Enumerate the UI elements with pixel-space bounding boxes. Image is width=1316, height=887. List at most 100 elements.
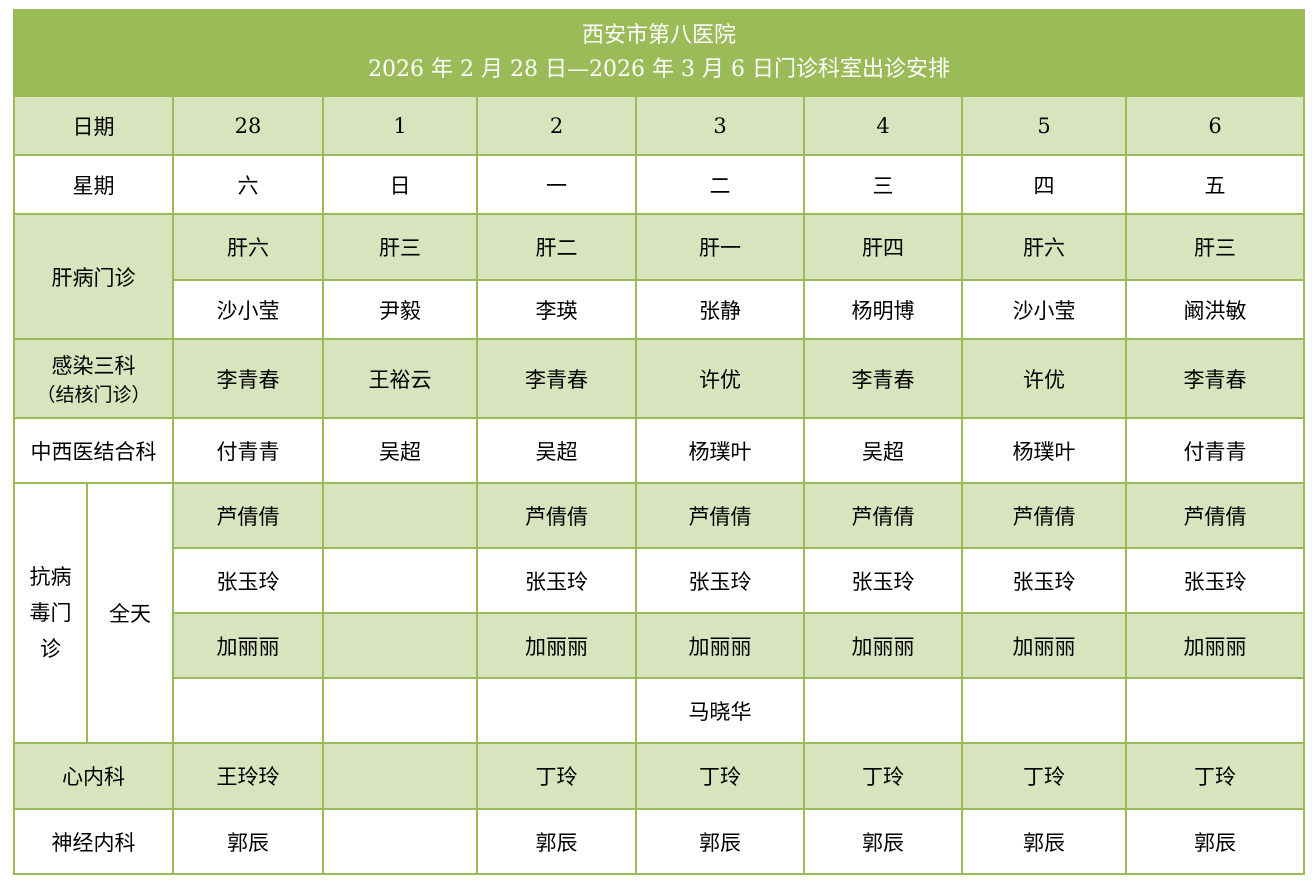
schedule-cell [322, 612, 478, 679]
schedule-cell: 张玉玲 [635, 547, 805, 614]
schedule-cell: 沙小莹 [961, 279, 1127, 340]
schedule-cell: 芦倩倩 [635, 482, 805, 549]
schedule-cell: 李青春 [476, 338, 637, 419]
schedule-cell: 李青春 [803, 338, 963, 419]
schedule-cell: 王裕云 [322, 338, 478, 419]
schedule-cell: 芦倩倩 [172, 482, 324, 549]
antiviral-row: 加丽丽 加丽丽 加丽丽 加丽丽 加丽丽 加丽丽 [14, 612, 1306, 679]
schedule-cell: 加丽丽 [803, 612, 963, 679]
schedule-cell: 付青青 [172, 417, 324, 484]
schedule-cell: 加丽丽 [635, 612, 805, 679]
schedule-cell: 肝三 [322, 213, 478, 281]
schedule-cell: 许优 [635, 338, 805, 419]
row-label: 中西医结合科 [13, 417, 174, 484]
schedule-cell: 沙小莹 [172, 279, 324, 340]
dept-name: 感染三科 [51, 354, 136, 378]
schedule-cell: 吴超 [803, 417, 963, 484]
schedule-cell: 张玉玲 [803, 547, 963, 614]
row-label: 神经内科 [13, 808, 174, 875]
schedule-cell: 4 [803, 95, 963, 156]
schedule-cell: 吴超 [476, 417, 637, 484]
schedule-cell: 3 [635, 95, 805, 156]
schedule-cell: 阚洪敏 [1124, 279, 1306, 340]
schedule-cell: 郭辰 [476, 808, 637, 875]
schedule-cell: 肝六 [172, 213, 324, 281]
antiviral-row: 马晓华 [14, 677, 1306, 744]
schedule-cell: 加丽丽 [961, 612, 1127, 679]
schedule-cell: 加丽丽 [476, 612, 637, 679]
schedule-cell: 丁玲 [803, 742, 963, 810]
schedule-cell: 吴超 [322, 417, 478, 484]
schedule-cell: 1 [322, 95, 478, 156]
schedule-cell: 四 [961, 154, 1127, 215]
schedule-period: 2026 年 2 月 28 日—2026 年 3 月 6 日门诊科室出诊安排 [368, 57, 950, 82]
schedule-cell: 张玉玲 [172, 547, 324, 614]
schedule-cell: 郭辰 [803, 808, 963, 875]
antiviral-row: 张玉玲 张玉玲 张玉玲 张玉玲 张玉玲 张玉玲 [14, 547, 1306, 614]
infection-row: 感染三科 （结核门诊） 李青春 王裕云 李青春 许优 李青春 许优 李青春 [13, 338, 1306, 419]
schedule-cell: 日 [322, 154, 478, 215]
schedule-cell [961, 677, 1127, 744]
schedule-cell: 杨璞叶 [961, 417, 1127, 484]
schedule-cell: 丁玲 [635, 742, 805, 810]
schedule-cell [322, 677, 478, 744]
schedule-cell: 加丽丽 [1124, 612, 1306, 679]
schedule-cell [476, 677, 637, 744]
schedule-cell: 6 [1124, 95, 1306, 156]
weekday-row: 星期六日一二三四五 [13, 154, 1306, 215]
dept-sublabel: （结核门诊） [36, 384, 151, 406]
row-label: 抗病毒门诊 [13, 482, 88, 744]
row-label: 日期 [13, 95, 174, 156]
schedule-cell: 李青春 [1124, 338, 1306, 419]
schedule-cell: 张玉玲 [961, 547, 1127, 614]
schedule-cell: 五 [1124, 154, 1306, 215]
schedule-cell: 28 [172, 95, 324, 156]
table-title: 西安市第八医院 2026 年 2 月 28 日—2026 年 3 月 6 日门诊… [12, 9, 1306, 97]
period-label: 全天 [86, 482, 174, 744]
schedule-cell: 郭辰 [961, 808, 1127, 875]
schedule-cell: 丁玲 [961, 742, 1127, 810]
schedule-cell: 李青春 [172, 338, 324, 419]
schedule-cell [322, 808, 478, 875]
schedule-cell: 二 [635, 154, 805, 215]
schedule-cell: 肝四 [803, 213, 963, 281]
schedule-cell: 2 [476, 95, 637, 156]
neurology-row: 神经内科 郭辰 郭辰 郭辰 郭辰 郭辰 郭辰 [13, 808, 1306, 875]
schedule-cell: 张玉玲 [1124, 547, 1306, 614]
schedule-cell: 加丽丽 [172, 612, 324, 679]
schedule-cell: 杨璞叶 [635, 417, 805, 484]
liver-doctor-row: 沙小莹 尹毅 李瑛 张静 杨明博 沙小莹 阚洪敏 [14, 279, 1306, 340]
schedule-cell: 肝一 [635, 213, 805, 281]
schedule-cell: 郭辰 [635, 808, 805, 875]
schedule-cell: 李瑛 [476, 279, 637, 340]
schedule-cell: 丁玲 [476, 742, 637, 810]
schedule-cell: 许优 [961, 338, 1127, 419]
schedule-cell: 丁玲 [1124, 742, 1306, 810]
schedule-cell [322, 482, 478, 549]
schedule-cell: 芦倩倩 [476, 482, 637, 549]
row-label: 心内科 [13, 742, 174, 810]
schedule-cell: 5 [961, 95, 1127, 156]
schedule-cell: 王玲玲 [172, 742, 324, 810]
schedule-cell: 郭辰 [172, 808, 324, 875]
schedule-cell: 芦倩倩 [803, 482, 963, 549]
schedule-cell: 肝二 [476, 213, 637, 281]
schedule-cell: 尹毅 [322, 279, 478, 340]
liver-room-row: 肝病门诊 肝六 肝三 肝二 肝一 肝四 肝六 肝三 [13, 213, 1306, 340]
date-row: 日期 28 1 2 3 4 5 6 [13, 95, 1306, 156]
schedule-cell: 三 [803, 154, 963, 215]
schedule-cell [172, 677, 324, 744]
schedule-cell: 杨明博 [803, 279, 963, 340]
cardiology-row: 心内科 王玲玲 丁玲 丁玲 丁玲 丁玲 丁玲 [13, 742, 1306, 810]
schedule-cell [322, 547, 478, 614]
schedule-cell [803, 677, 963, 744]
hospital-name: 西安市第八医院 [582, 23, 737, 48]
schedule-cell: 肝六 [961, 213, 1127, 281]
schedule-cell: 张玉玲 [476, 547, 637, 614]
row-label: 感染三科 （结核门诊） [13, 338, 174, 419]
schedule-cell: 肝三 [1124, 213, 1306, 281]
schedule-cell: 马晓华 [635, 677, 805, 744]
schedule-cell: 芦倩倩 [1124, 482, 1306, 549]
schedule-cell [322, 742, 478, 810]
row-label: 肝病门诊 [13, 213, 174, 340]
